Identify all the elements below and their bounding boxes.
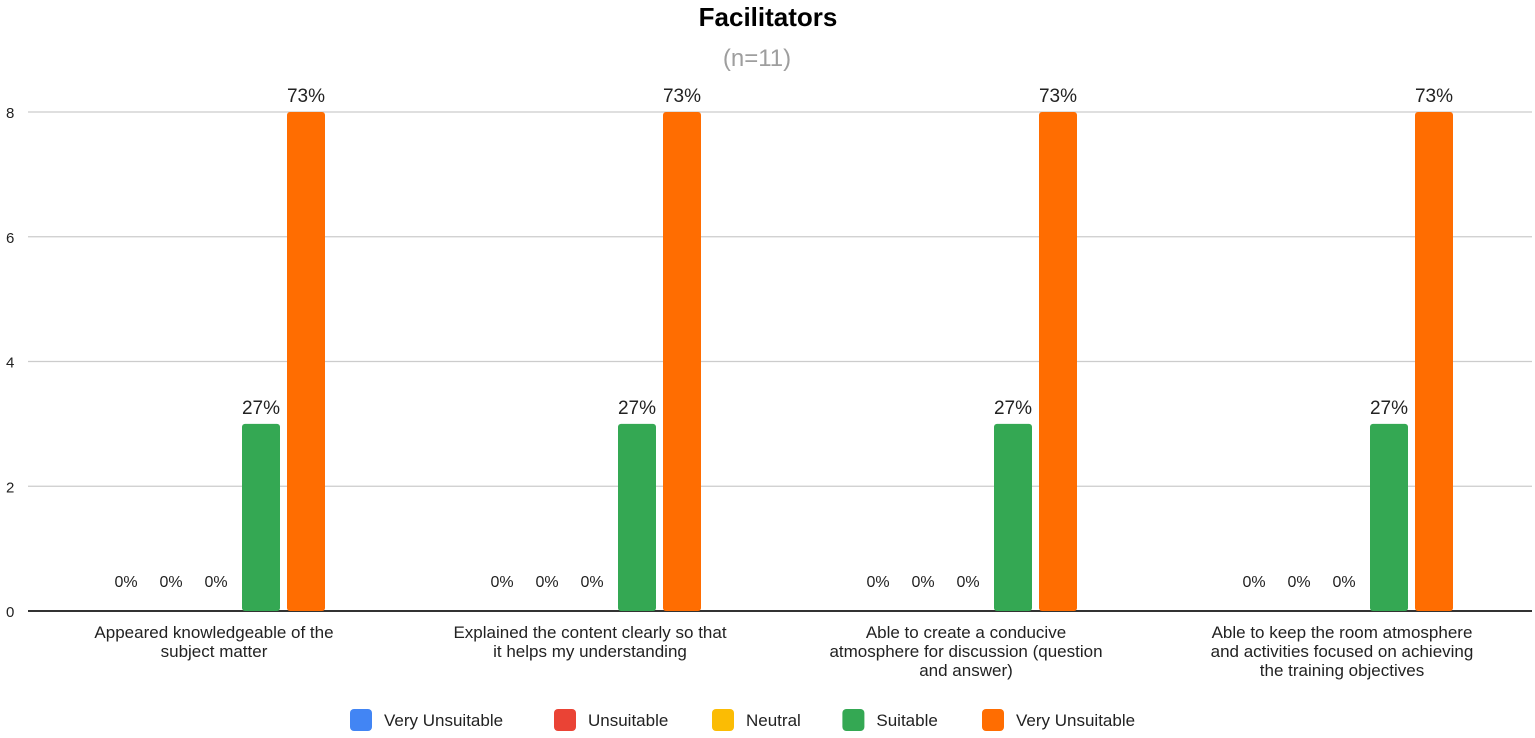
legend-swatch-4 xyxy=(842,709,865,731)
legend-item-2: Unsuitable xyxy=(554,709,668,731)
data-labels: 0% 0% 0% 27% 73% 0% 0% 0% 27% 73% 0% 0% 0% 27% 73% 0% 0%… xyxy=(113,85,1455,593)
legend-label-2: Unsuitable xyxy=(588,711,668,730)
category-label-3-line-1: Able to create a conducive xyxy=(866,623,1066,642)
bars xyxy=(242,112,1453,611)
data-label-3-4: 0% xyxy=(1332,574,1355,591)
legend-swatch-5 xyxy=(982,709,1004,731)
data-label-1-2: 0% xyxy=(490,574,513,591)
category-label-1-line-2: subject matter xyxy=(161,642,268,661)
chart-subtitle: (n=11) xyxy=(723,45,791,72)
legend-label-3: Neutral xyxy=(746,711,801,730)
data-label-2-3: 0% xyxy=(911,574,934,591)
legend-item-4: Suitable xyxy=(842,709,938,731)
category-label-3-line-2: atmosphere for discussion (question xyxy=(829,642,1102,661)
legend-item-5: Very Unsuitable xyxy=(982,709,1135,731)
category-label-4-line-2: and activities focused on achieving xyxy=(1211,642,1474,661)
data-label-5-1: 73% xyxy=(287,86,325,107)
y-axis-ticks: 0 2 4 6 8 xyxy=(6,105,14,621)
data-label-5-4: 73% xyxy=(1415,86,1453,107)
category-label-2-line-1: Explained the content clearly so that xyxy=(453,623,726,642)
category-label-1-line-1: Appeared knowledgeable of the xyxy=(94,623,333,642)
data-label-4-2: 27% xyxy=(618,398,656,419)
chart-title: Facilitators xyxy=(699,2,838,32)
data-label-4-4: 27% xyxy=(1370,398,1408,419)
data-label-3-1: 0% xyxy=(204,574,227,591)
category-label-2-line-2: it helps my understanding xyxy=(493,642,687,661)
legend-item-3: Neutral xyxy=(712,709,801,731)
data-label-5-3: 73% xyxy=(1039,86,1077,107)
legend-label-4: Suitable xyxy=(876,711,937,730)
data-label-5-2: 73% xyxy=(663,86,701,107)
y-tick-label-2: 2 xyxy=(6,479,14,496)
bar-4-2 xyxy=(618,423,656,611)
bar-5-2 xyxy=(663,112,701,611)
data-label-4-1: 27% xyxy=(242,398,280,419)
y-tick-label-4: 4 xyxy=(6,355,14,372)
data-label-1-3: 0% xyxy=(866,574,889,591)
legend-swatch-1 xyxy=(350,709,372,731)
category-label-4-line-3: the training objectives xyxy=(1260,661,1424,680)
y-tick-label-6: 6 xyxy=(6,230,14,247)
bar-5-3 xyxy=(1039,112,1077,611)
bar-4-3 xyxy=(994,423,1032,611)
data-label-2-2: 0% xyxy=(535,574,558,591)
legend-label-5: Very Unsuitable xyxy=(1016,711,1135,730)
legend: Very Unsuitable Unsuitable Neutral Suitable… xyxy=(350,709,1135,731)
legend-item-1: Very Unsuitable xyxy=(350,709,503,731)
data-label-3-3: 0% xyxy=(956,574,979,591)
category-label-4-line-1: Able to keep the room atmosphere xyxy=(1212,623,1473,642)
legend-swatch-3 xyxy=(712,709,734,731)
bar-4-4 xyxy=(1370,423,1408,611)
data-label-1-1: 0% xyxy=(114,574,137,591)
data-label-1-4: 0% xyxy=(1242,574,1265,591)
legend-label-1: Very Unsuitable xyxy=(384,711,503,730)
bar-4-1 xyxy=(242,423,280,611)
data-label-4-3: 27% xyxy=(994,398,1032,419)
bar-5-1 xyxy=(287,112,325,611)
data-label-2-4: 0% xyxy=(1287,574,1310,591)
y-tick-label-0: 0 xyxy=(6,604,14,621)
legend-swatch-2 xyxy=(554,709,576,731)
category-label-3-line-3: and answer) xyxy=(919,661,1013,680)
data-label-3-2: 0% xyxy=(580,574,603,591)
y-tick-label-8: 8 xyxy=(6,105,14,122)
bar-5-4 xyxy=(1415,112,1453,611)
data-label-2-1: 0% xyxy=(159,574,182,591)
